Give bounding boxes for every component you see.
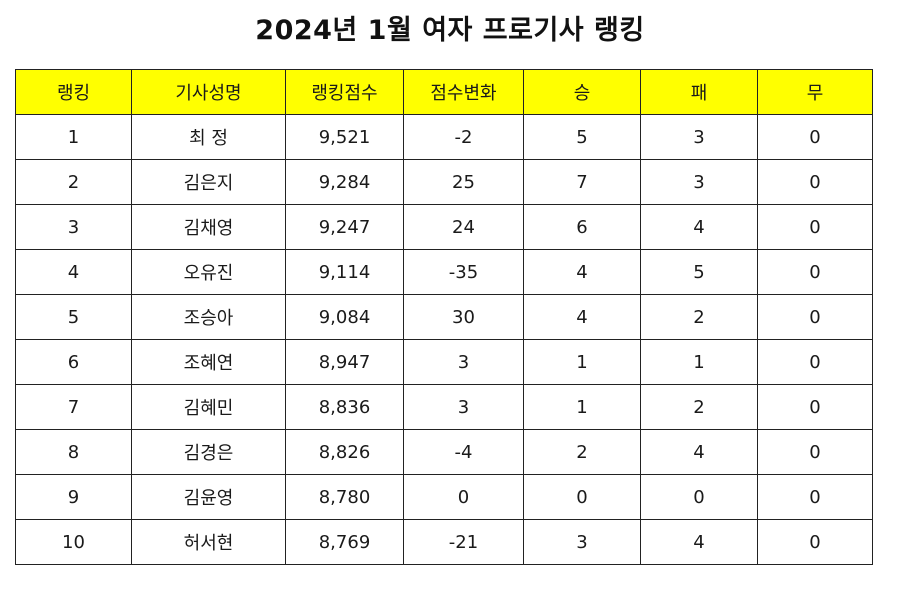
- cell-wins: 3: [523, 519, 641, 565]
- cell-rank: 1: [15, 114, 132, 160]
- header-losses: 패: [640, 69, 758, 115]
- cell-rank: 5: [15, 294, 132, 340]
- cell-losses: 3: [640, 159, 758, 205]
- cell-losses: 2: [640, 294, 758, 340]
- page-title: 2024년 1월 여자 프로기사 랭킹: [255, 15, 645, 46]
- header-player-name: 기사성명: [131, 69, 286, 115]
- cell-draws: 0: [757, 339, 873, 385]
- cell-score-change: 3: [403, 384, 524, 430]
- cell-rank: 10: [15, 519, 132, 565]
- header-rank: 랭킹: [15, 69, 132, 115]
- cell-rank-score: 9,114: [285, 249, 404, 295]
- cell-score-change: -4: [403, 429, 524, 475]
- cell-player-name: 김은지: [131, 159, 286, 205]
- table-header-row: 랭킹 기사성명 랭킹점수 점수변화 승 패 무: [15, 69, 873, 115]
- cell-draws: 0: [757, 384, 873, 430]
- header-wins: 승: [523, 69, 641, 115]
- cell-draws: 0: [757, 294, 873, 340]
- cell-losses: 4: [640, 519, 758, 565]
- cell-rank: 4: [15, 249, 132, 295]
- table-row: 6 조혜연 8,947 3 1 1 0: [15, 339, 873, 385]
- cell-losses: 4: [640, 204, 758, 250]
- cell-rank-score: 8,836: [285, 384, 404, 430]
- cell-player-name: 김윤영: [131, 474, 286, 520]
- table-row: 4 오유진 9,114 -35 4 5 0: [15, 249, 873, 295]
- cell-draws: 0: [757, 519, 873, 565]
- cell-rank: 9: [15, 474, 132, 520]
- cell-score-change: -2: [403, 114, 524, 160]
- table-row: 8 김경은 8,826 -4 2 4 0: [15, 429, 873, 475]
- cell-rank-score: 9,284: [285, 159, 404, 205]
- cell-rank-score: 9,521: [285, 114, 404, 160]
- cell-player-name: 김혜민: [131, 384, 286, 430]
- table-row: 2 김은지 9,284 25 7 3 0: [15, 159, 873, 205]
- cell-rank: 8: [15, 429, 132, 475]
- ranking-table: 랭킹 기사성명 랭킹점수 점수변화 승 패 무 1 최 정 9,521 -2 5…: [15, 69, 873, 565]
- cell-wins: 4: [523, 294, 641, 340]
- cell-rank-score: 8,780: [285, 474, 404, 520]
- cell-rank-score: 8,947: [285, 339, 404, 385]
- cell-draws: 0: [757, 159, 873, 205]
- cell-rank-score: 9,084: [285, 294, 404, 340]
- cell-losses: 1: [640, 339, 758, 385]
- cell-player-name: 김채영: [131, 204, 286, 250]
- cell-rank-score: 9,247: [285, 204, 404, 250]
- cell-score-change: -35: [403, 249, 524, 295]
- cell-losses: 3: [640, 114, 758, 160]
- cell-player-name: 조승아: [131, 294, 286, 340]
- table-row: 7 김혜민 8,836 3 1 2 0: [15, 384, 873, 430]
- cell-score-change: 24: [403, 204, 524, 250]
- cell-player-name: 김경은: [131, 429, 286, 475]
- cell-rank-score: 8,826: [285, 429, 404, 475]
- cell-draws: 0: [757, 204, 873, 250]
- cell-score-change: 3: [403, 339, 524, 385]
- cell-wins: 6: [523, 204, 641, 250]
- cell-losses: 2: [640, 384, 758, 430]
- cell-score-change: 25: [403, 159, 524, 205]
- cell-draws: 0: [757, 474, 873, 520]
- cell-score-change: -21: [403, 519, 524, 565]
- cell-score-change: 0: [403, 474, 524, 520]
- cell-rank: 2: [15, 159, 132, 205]
- cell-wins: 1: [523, 339, 641, 385]
- cell-wins: 2: [523, 429, 641, 475]
- cell-rank-score: 8,769: [285, 519, 404, 565]
- cell-player-name: 조혜연: [131, 339, 286, 385]
- cell-draws: 0: [757, 114, 873, 160]
- cell-draws: 0: [757, 429, 873, 475]
- cell-score-change: 30: [403, 294, 524, 340]
- table-row: 10 허서현 8,769 -21 3 4 0: [15, 519, 873, 565]
- cell-losses: 5: [640, 249, 758, 295]
- cell-rank: 3: [15, 204, 132, 250]
- cell-losses: 4: [640, 429, 758, 475]
- table-row: 9 김윤영 8,780 0 0 0 0: [15, 474, 873, 520]
- header-rank-score: 랭킹점수: [285, 69, 404, 115]
- cell-losses: 0: [640, 474, 758, 520]
- table-row: 1 최 정 9,521 -2 5 3 0: [15, 114, 873, 160]
- cell-player-name: 허서현: [131, 519, 286, 565]
- table-row: 3 김채영 9,247 24 6 4 0: [15, 204, 873, 250]
- cell-player-name: 최 정: [131, 114, 286, 160]
- table-row: 5 조승아 9,084 30 4 2 0: [15, 294, 873, 340]
- cell-wins: 1: [523, 384, 641, 430]
- cell-rank: 6: [15, 339, 132, 385]
- header-score-change: 점수변화: [403, 69, 524, 115]
- cell-wins: 0: [523, 474, 641, 520]
- header-draws: 무: [757, 69, 873, 115]
- cell-wins: 4: [523, 249, 641, 295]
- cell-wins: 7: [523, 159, 641, 205]
- cell-wins: 5: [523, 114, 641, 160]
- cell-draws: 0: [757, 249, 873, 295]
- cell-player-name: 오유진: [131, 249, 286, 295]
- cell-rank: 7: [15, 384, 132, 430]
